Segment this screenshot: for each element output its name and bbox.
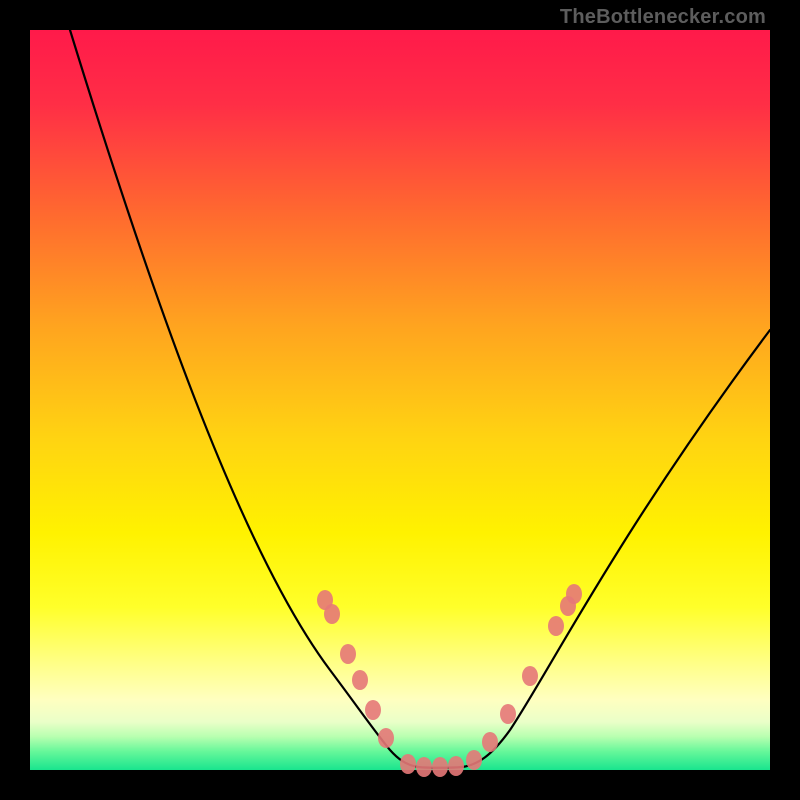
marker-right-5	[566, 584, 582, 604]
marker-right-3	[548, 616, 564, 636]
marker-left-2	[340, 644, 356, 664]
watermark-text: TheBottlenecker.com	[560, 6, 766, 29]
marker-group	[317, 584, 582, 777]
bottleneck-curve-left	[70, 30, 418, 767]
marker-valley-2	[432, 757, 448, 777]
marker-valley-4	[466, 750, 482, 770]
curve-layer	[30, 30, 770, 770]
marker-valley-3	[448, 756, 464, 776]
marker-valley-1	[416, 757, 432, 777]
marker-left-3	[352, 670, 368, 690]
marker-right-2	[522, 666, 538, 686]
marker-right-0	[482, 732, 498, 752]
bottleneck-curve-right	[462, 330, 770, 767]
marker-left-4	[365, 700, 381, 720]
chart-frame: TheBottlenecker.com	[0, 0, 800, 800]
plot-area	[30, 30, 770, 770]
marker-left-1	[324, 604, 340, 624]
marker-right-1	[500, 704, 516, 724]
marker-left-5	[378, 728, 394, 748]
marker-valley-0	[400, 754, 416, 774]
